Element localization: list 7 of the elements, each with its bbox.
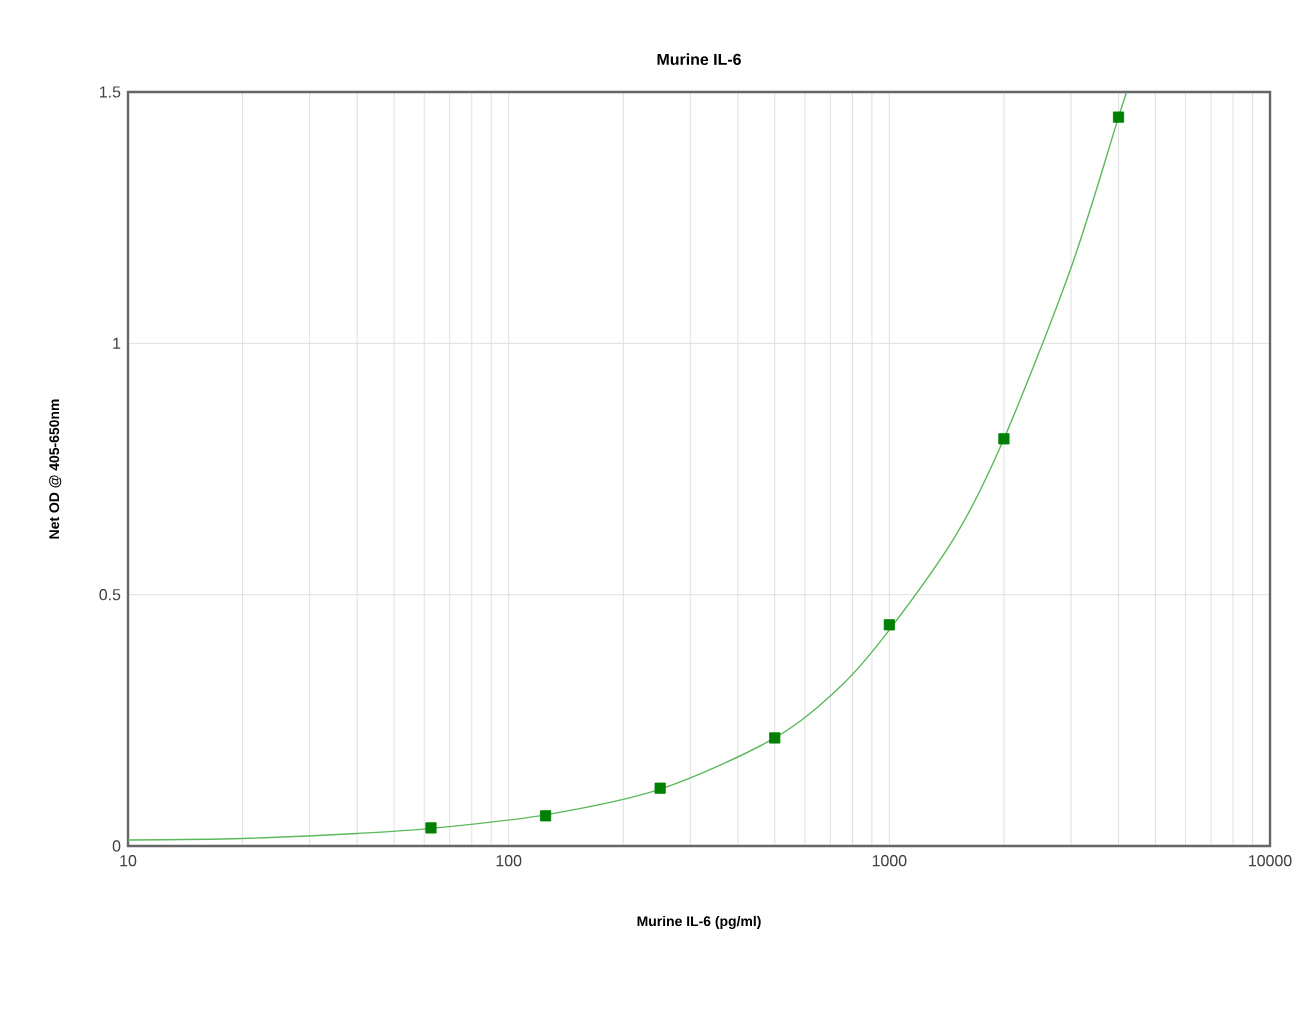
point — [998, 433, 1010, 445]
point — [539, 810, 552, 822]
point — [883, 619, 895, 631]
point — [769, 732, 781, 744]
point — [425, 822, 437, 834]
point — [654, 782, 666, 794]
point — [1112, 111, 1125, 123]
